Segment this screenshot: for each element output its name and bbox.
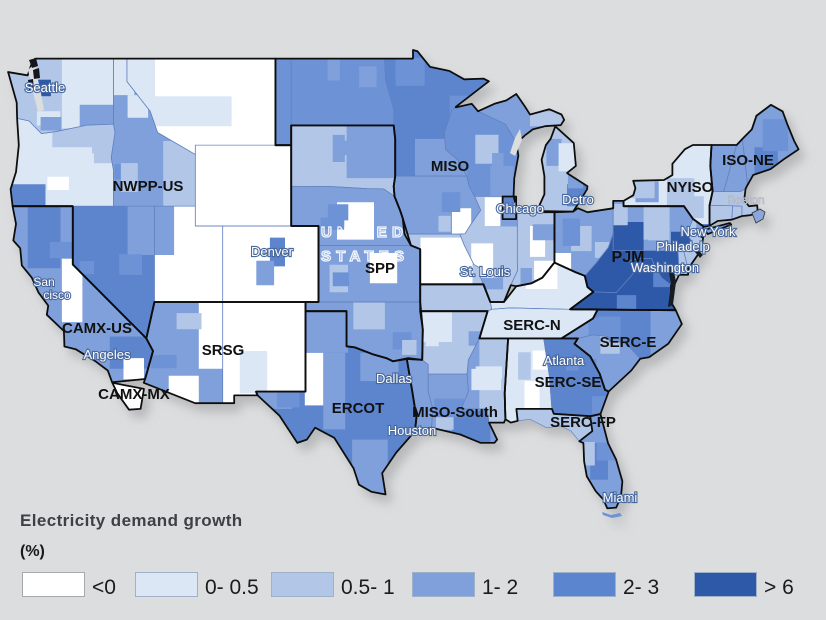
svg-text:San: San	[33, 275, 54, 289]
svg-text:UNITED: UNITED	[321, 224, 408, 241]
svg-text:CAMX-MX: CAMX-MX	[98, 386, 170, 403]
svg-text:Miami: Miami	[603, 490, 638, 505]
svg-text:STATES: STATES	[321, 248, 409, 265]
svg-text:Seattle: Seattle	[25, 80, 65, 95]
svg-text:Houston: Houston	[388, 423, 436, 438]
svg-text:Chicago: Chicago	[496, 201, 544, 216]
svg-text:Denver: Denver	[251, 244, 294, 259]
svg-text:ERCOT: ERCOT	[332, 400, 385, 417]
svg-text:Philadelp: Philadelp	[656, 239, 710, 254]
svg-text:NYISO: NYISO	[667, 179, 714, 196]
svg-text:SRSG: SRSG	[202, 342, 245, 359]
svg-text:Angeles: Angeles	[84, 347, 131, 362]
svg-text:Dallas: Dallas	[376, 371, 413, 386]
svg-text:NWPP-US: NWPP-US	[113, 178, 184, 195]
svg-text:SERC-SE: SERC-SE	[535, 374, 602, 391]
svg-text:SERC-N: SERC-N	[503, 317, 561, 334]
svg-text:PJM: PJM	[612, 249, 645, 266]
svg-text:Boston: Boston	[727, 193, 764, 207]
svg-text:MISO-South: MISO-South	[412, 404, 498, 421]
svg-text:Washington: Washington	[631, 260, 699, 275]
svg-text:CAMX-US: CAMX-US	[62, 320, 132, 337]
svg-text:Detro: Detro	[562, 192, 594, 207]
svg-text:SERC-E: SERC-E	[600, 334, 657, 351]
svg-text:ISO-NE: ISO-NE	[722, 152, 774, 169]
svg-text:MISO: MISO	[431, 158, 470, 175]
svg-text:cisco: cisco	[43, 288, 71, 302]
svg-text:SPP: SPP	[365, 260, 395, 277]
svg-text:St. Louis: St. Louis	[460, 264, 511, 279]
svg-text:SERC-FP: SERC-FP	[550, 414, 616, 431]
svg-text:Atlanta: Atlanta	[544, 353, 585, 368]
svg-text:New York: New York	[681, 224, 736, 239]
